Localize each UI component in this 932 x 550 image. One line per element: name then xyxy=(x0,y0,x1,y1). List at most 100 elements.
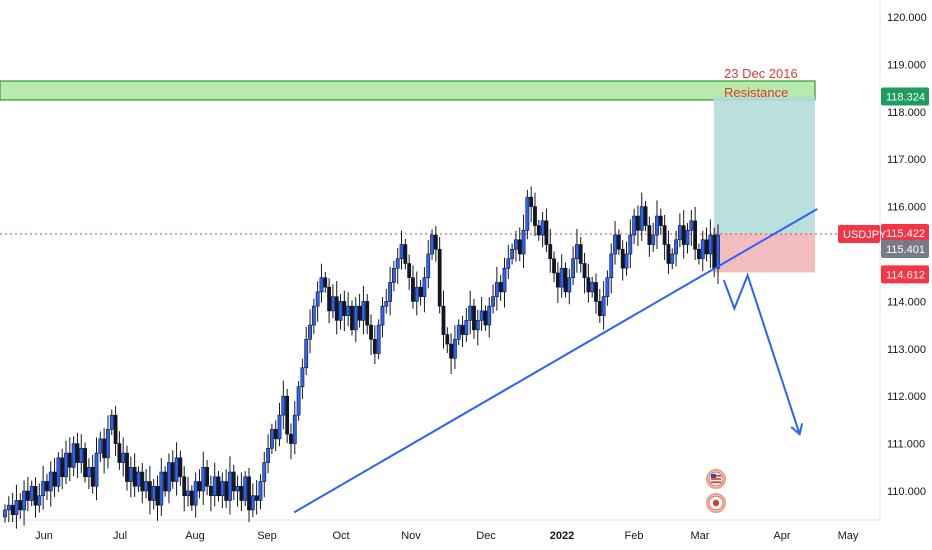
projection-path[interactable] xyxy=(722,272,801,435)
candle xyxy=(60,448,65,490)
resistance-zone[interactable] xyxy=(0,80,816,101)
candle xyxy=(700,230,705,272)
price-tag-label: 118.324 xyxy=(886,91,925,103)
candle xyxy=(201,451,206,505)
price-tick-label: 114.000 xyxy=(887,296,926,308)
arrow-head-icon xyxy=(790,423,804,436)
time-tick-label: Dec xyxy=(476,530,496,542)
candle xyxy=(212,462,217,507)
candle xyxy=(453,325,457,369)
candle xyxy=(121,437,126,477)
candle xyxy=(681,209,686,259)
time-tick-label: Jun xyxy=(35,530,53,542)
candle xyxy=(662,214,667,261)
candle xyxy=(56,452,61,492)
candle xyxy=(426,240,431,289)
candle xyxy=(117,431,122,470)
candle xyxy=(224,469,229,508)
price-tick-label: 116.000 xyxy=(887,202,926,214)
candle xyxy=(342,290,347,332)
price-tag-label: 114.612 xyxy=(886,269,925,281)
price-tick-label: 119.000 xyxy=(887,59,926,71)
candle xyxy=(510,243,515,265)
candle xyxy=(685,222,690,254)
candle xyxy=(334,281,339,335)
candle xyxy=(540,211,545,248)
candle xyxy=(250,483,255,518)
candle xyxy=(10,492,15,523)
candle xyxy=(319,263,324,303)
candle xyxy=(258,474,263,510)
price-tick-label: 112.000 xyxy=(887,391,926,403)
candle xyxy=(395,248,400,284)
time-tick-label: Aug xyxy=(185,530,205,542)
candle xyxy=(331,284,335,319)
candle xyxy=(708,219,713,268)
candle xyxy=(300,358,305,400)
candle xyxy=(292,401,297,455)
symbol-tag-bg xyxy=(838,224,880,243)
candle xyxy=(174,442,179,496)
candle xyxy=(254,480,259,515)
candle xyxy=(677,213,682,248)
candle xyxy=(14,484,19,529)
japan-flag-icon[interactable] xyxy=(706,493,726,513)
candle xyxy=(193,472,198,518)
candle xyxy=(75,432,80,479)
candle xyxy=(216,471,221,502)
candle xyxy=(128,456,133,498)
candle xyxy=(327,278,331,324)
candle xyxy=(266,434,270,474)
candle xyxy=(525,189,530,240)
candle xyxy=(3,504,7,523)
time-axis[interactable]: Jun Jul Aug Sep Oct Nov Dec 2022 Feb Mar Apr May xyxy=(35,530,859,542)
candle xyxy=(369,314,373,355)
candle xyxy=(350,300,354,336)
candle xyxy=(475,309,480,346)
candle xyxy=(147,465,152,515)
time-tick-label: Apr xyxy=(773,530,790,542)
candle xyxy=(536,219,541,241)
candle xyxy=(521,214,526,268)
candle xyxy=(308,309,312,354)
candle xyxy=(106,415,110,469)
candle xyxy=(632,208,637,245)
candle xyxy=(18,493,23,519)
candle xyxy=(418,279,423,306)
candle xyxy=(353,297,358,343)
ascending-trendline[interactable] xyxy=(293,208,818,514)
symbol-tag: USDJPY xyxy=(838,224,887,243)
time-tick-label: Oct xyxy=(332,530,349,542)
price-tick-label: 117.000 xyxy=(887,154,926,166)
price-tag: 115.401 xyxy=(881,239,929,258)
candle xyxy=(220,472,225,509)
candle xyxy=(616,229,621,255)
candle xyxy=(29,480,34,507)
candle xyxy=(605,270,610,306)
price-tick-label: 111.000 xyxy=(887,439,925,451)
candle xyxy=(533,192,537,237)
candle xyxy=(597,289,602,323)
candle xyxy=(67,437,72,482)
candle xyxy=(666,230,671,275)
candle xyxy=(544,208,549,252)
candle xyxy=(651,222,656,252)
event-flags[interactable] xyxy=(706,469,726,513)
us-flag-icon[interactable] xyxy=(706,469,726,489)
candle xyxy=(178,450,183,486)
candle xyxy=(189,485,194,511)
price-tick-label: 118.000 xyxy=(887,107,926,119)
candle xyxy=(71,436,76,477)
profit-zone[interactable] xyxy=(714,96,815,234)
candle xyxy=(590,276,595,298)
time-tick-label: Nov xyxy=(401,530,421,542)
candle xyxy=(197,469,202,499)
candle xyxy=(430,229,434,260)
candle xyxy=(613,221,617,265)
candle xyxy=(228,456,232,515)
resistance-date-label: 23 Dec 2016 xyxy=(724,66,798,81)
price-tags: 118.324 115.422 115.401 114.612 xyxy=(881,87,929,284)
time-tick-label: Feb xyxy=(625,530,644,542)
